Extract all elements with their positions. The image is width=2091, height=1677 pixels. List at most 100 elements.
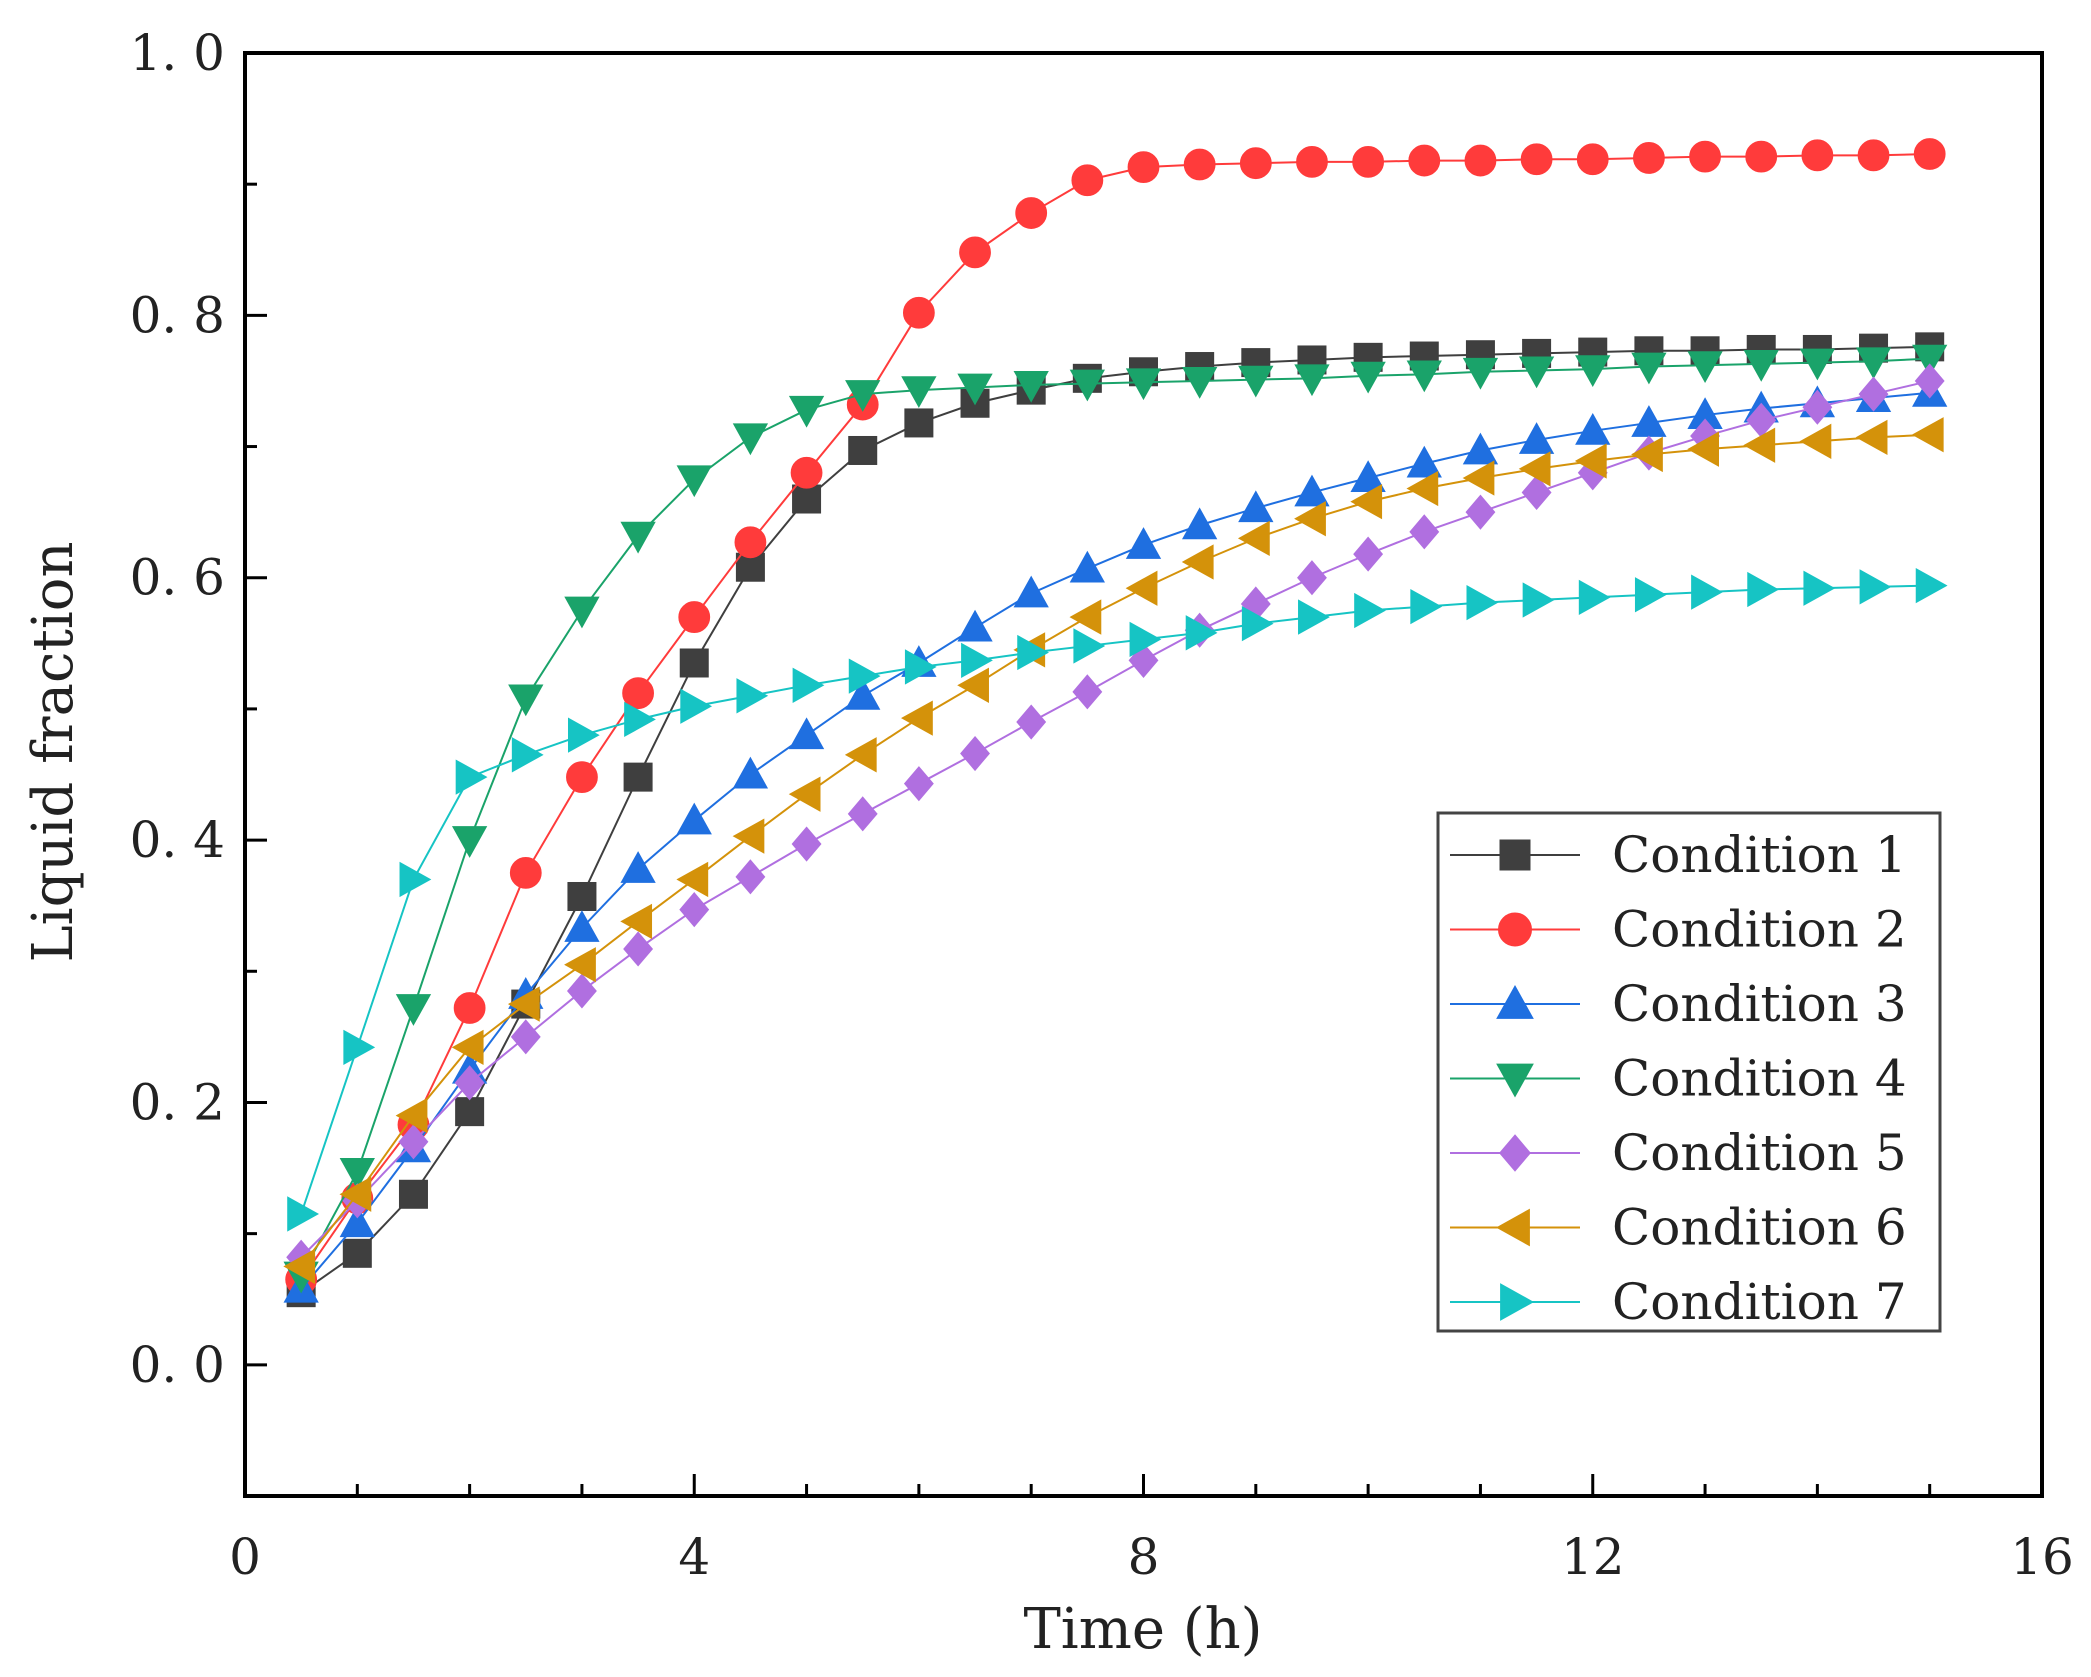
data-point xyxy=(508,684,544,717)
data-point xyxy=(1747,571,1780,608)
data-point xyxy=(1410,588,1443,625)
data-point xyxy=(1129,621,1162,658)
data-point xyxy=(676,802,712,835)
legend-label: Condition 1 xyxy=(1612,826,1907,884)
legend-marker xyxy=(1500,1283,1535,1321)
data-point xyxy=(620,851,656,883)
legend-label: Condition 7 xyxy=(1612,1273,1907,1331)
data-point xyxy=(1238,490,1274,523)
data-point xyxy=(1799,348,1836,381)
data-point xyxy=(734,526,767,559)
data-point xyxy=(1128,642,1159,678)
data-point xyxy=(1912,344,1948,377)
x-axis-title: Time (h) xyxy=(1023,1597,1262,1662)
data-point xyxy=(736,678,769,714)
data-point xyxy=(566,761,598,794)
data-point xyxy=(455,1097,485,1127)
data-point xyxy=(1294,364,1330,397)
data-point xyxy=(1352,145,1385,178)
y-tick-label: 0. 6 xyxy=(130,549,225,607)
legend-label: Condition 6 xyxy=(1612,1199,1907,1257)
data-point xyxy=(398,1179,428,1209)
data-point xyxy=(1855,347,1892,380)
legend-marker xyxy=(1495,1208,1530,1247)
data-point xyxy=(679,892,710,928)
data-point xyxy=(1181,544,1214,580)
legend-item: Condition 6 xyxy=(1450,1199,1907,1257)
data-point xyxy=(1802,389,1833,425)
data-point xyxy=(1017,634,1050,671)
data-point xyxy=(1241,605,1274,642)
data-point xyxy=(735,859,766,895)
data-point xyxy=(1069,369,1105,402)
data-point xyxy=(903,766,934,802)
data-point xyxy=(339,1205,375,1238)
data-point xyxy=(960,735,990,772)
data-point xyxy=(732,756,769,789)
legend-marker xyxy=(1496,984,1534,1019)
data-point xyxy=(1182,367,1218,399)
data-point xyxy=(1185,615,1218,651)
x-tick-label: 4 xyxy=(678,1528,710,1586)
data-point xyxy=(567,973,597,1009)
data-point xyxy=(1911,417,1944,453)
series-7 xyxy=(287,567,1948,1232)
data-point xyxy=(1803,570,1836,606)
data-point xyxy=(848,435,878,465)
data-point xyxy=(1013,575,1049,608)
data-point xyxy=(1462,432,1499,465)
series-5 xyxy=(286,363,1945,1275)
data-point xyxy=(1687,351,1723,384)
data-point xyxy=(1013,370,1049,403)
data-point xyxy=(1238,365,1274,398)
data-point xyxy=(678,601,711,633)
data-point xyxy=(791,826,822,862)
data-point xyxy=(1521,474,1552,511)
data-point xyxy=(788,717,825,750)
data-point xyxy=(1518,356,1555,389)
data-point xyxy=(1071,164,1104,197)
data-point xyxy=(623,931,654,967)
data-point xyxy=(1354,592,1386,629)
data-point xyxy=(788,776,821,812)
data-point xyxy=(848,658,881,694)
data-point xyxy=(1239,147,1272,180)
legend-item: Condition 4 xyxy=(1450,1050,1907,1108)
data-point xyxy=(1406,445,1442,478)
data-point xyxy=(567,717,600,753)
data-point xyxy=(1072,674,1103,710)
data-point xyxy=(287,1196,319,1232)
data-point xyxy=(1462,357,1499,390)
data-point xyxy=(510,1019,541,1055)
legend-label: Condition 3 xyxy=(1612,975,1907,1033)
y-tick-label: 0. 8 xyxy=(130,286,225,344)
series-2 xyxy=(285,138,1946,1296)
data-point xyxy=(959,236,991,269)
legend-item: Condition 3 xyxy=(1450,975,1907,1033)
data-point xyxy=(1857,139,1890,172)
data-point xyxy=(904,649,937,685)
data-point xyxy=(1350,460,1386,492)
data-point xyxy=(1575,412,1611,445)
legend-marker xyxy=(1496,1063,1534,1098)
data-point xyxy=(564,596,600,629)
data-point xyxy=(1237,520,1270,557)
data-point xyxy=(792,667,825,703)
data-point xyxy=(1406,360,1442,393)
data-point xyxy=(792,484,822,514)
data-point xyxy=(1743,427,1776,463)
data-point xyxy=(1464,144,1497,177)
data-point xyxy=(454,1065,485,1101)
data-point xyxy=(1127,151,1160,184)
data-point xyxy=(1016,704,1047,740)
data-point xyxy=(399,861,432,898)
x-tick-label: 0 xyxy=(229,1528,261,1586)
data-point xyxy=(1855,419,1888,456)
data-point xyxy=(1915,567,1948,604)
data-point xyxy=(1296,145,1328,178)
data-point xyxy=(1408,144,1441,177)
data-point xyxy=(732,818,765,854)
data-point xyxy=(567,881,597,911)
data-point xyxy=(511,737,544,773)
